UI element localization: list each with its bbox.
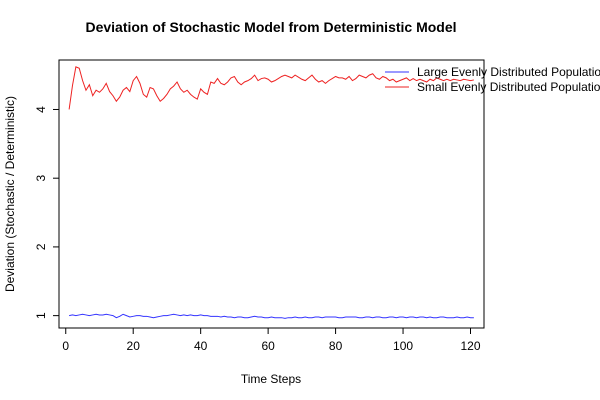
legend: Large Evenly Distributed Population Smal…	[385, 65, 600, 94]
x-tick-label: 80	[329, 339, 343, 353]
y-axis: 1 2 3 4	[34, 106, 59, 319]
y-tick-label: 4	[34, 106, 48, 113]
x-axis: 0 20 40 60 80 100 120	[62, 328, 481, 353]
x-tick-label: 120	[460, 339, 480, 353]
x-tick-label: 100	[393, 339, 413, 353]
series-line-1	[68, 66, 474, 110]
y-tick-label: 2	[34, 243, 48, 250]
series-layer	[68, 66, 474, 319]
x-tick-label: 60	[261, 339, 275, 353]
x-tick-label: 40	[194, 339, 208, 353]
legend-label-large: Large Evenly Distributed Population	[417, 65, 600, 79]
x-tick-label: 20	[127, 339, 141, 353]
chart-title: Deviation of Stochastic Model from Deter…	[85, 19, 456, 35]
legend-label-small: Small Evenly Distributed Population	[417, 80, 600, 94]
x-axis-label: Time Steps	[241, 372, 301, 386]
y-axis-label: Deviation (Stochastic / Deterministic)	[3, 96, 17, 292]
plot-area	[58, 59, 485, 329]
x-tick-label: 0	[62, 339, 69, 353]
y-tick-label: 1	[34, 312, 48, 319]
series-line-0	[69, 313, 474, 319]
y-tick-label: 3	[34, 175, 48, 182]
